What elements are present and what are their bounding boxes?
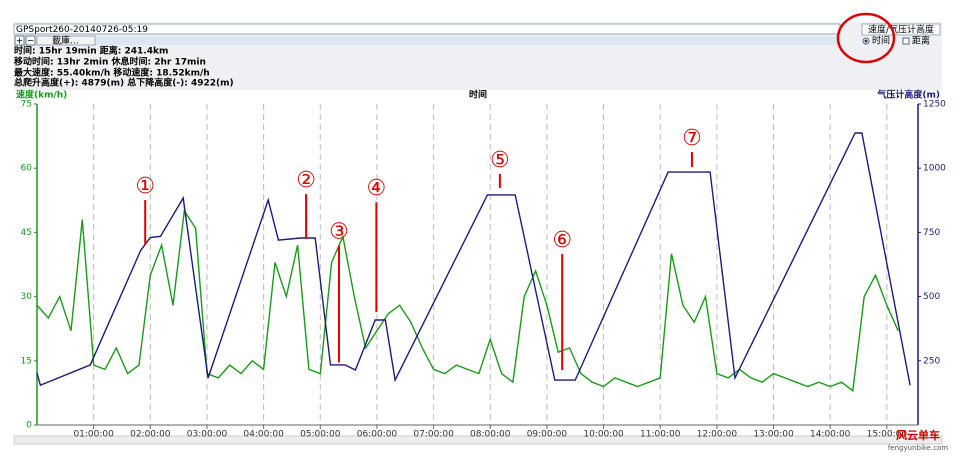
load-button[interactable] — [36, 35, 96, 46]
file-name: GPSport260-20140726-05:19 — [16, 25, 148, 35]
y-tick-label: 15 — [21, 356, 32, 366]
x-tick-label: 08:00:00 — [470, 430, 511, 440]
button-bar — [14, 36, 840, 45]
y-tick-label: 75 — [21, 100, 32, 110]
chart-title: 时间 — [469, 89, 487, 101]
annotation-label: ③ — [329, 219, 349, 244]
annotation-label: ⑦ — [682, 126, 702, 151]
x-tick-label: 03:00:00 — [187, 430, 228, 440]
annotation-label: ④ — [367, 176, 387, 201]
x-tick-label: 12:00:00 — [697, 430, 738, 440]
scrollbar[interactable] — [13, 435, 943, 445]
zoom-in-button[interactable] — [14, 35, 25, 46]
y-tick-label: 30 — [21, 292, 33, 302]
radio-distance[interactable] — [902, 37, 910, 45]
y2-axis-title: 气压计高度(m) — [876, 89, 940, 101]
stat-line: 最大速度: 55.40km/h 移动速度: 18.52km/h — [14, 67, 210, 79]
stat-line: 时间: 15hr 19min 距离: 241.4km — [14, 45, 168, 57]
x-tick-label: 02:00:00 — [130, 430, 171, 440]
x-tick-label: 11:00:00 — [640, 430, 681, 440]
x-tick-label: 13:00:00 — [753, 430, 794, 440]
y-tick-label: 0 — [26, 421, 32, 431]
y2-tick-label: 1250 — [923, 100, 946, 110]
radio-distance-label: 距离 — [912, 35, 930, 47]
y-tick-label: 45 — [21, 228, 32, 238]
x-tick-label: 07:00:00 — [413, 430, 454, 440]
x-tick-label: 04:00:00 — [243, 430, 284, 440]
stat-line: 移动时间: 13hr 2min 休息时间: 2hr 17min — [14, 56, 206, 68]
y-axis-title: 速度(km/h) — [16, 89, 67, 101]
watermark-name: 风云单车 — [896, 428, 940, 442]
view-select[interactable] — [861, 23, 941, 36]
series-line — [36, 132, 911, 387]
y2-tick-label: 750 — [923, 228, 940, 238]
x-tick-label: 10:00:00 — [583, 430, 624, 440]
highlight-circle — [836, 12, 896, 64]
y2-tick-label: 250 — [923, 356, 940, 366]
annotation-label: ⑤ — [490, 148, 510, 173]
annotation-label: ① — [135, 174, 155, 199]
radio-time-dot — [864, 39, 868, 43]
zoom-in-label: + — [16, 37, 24, 47]
y2-tick-label: 1000 — [923, 164, 946, 174]
x-tick-label: 05:00:00 — [300, 430, 341, 440]
y2-tick-label: 500 — [923, 292, 940, 302]
stat-line: 总爬升高度(+): 4879(m) 总下降高度(-): 4922(m) — [14, 77, 234, 89]
x-tick-label: 09:00:00 — [527, 430, 568, 440]
zoom-out-button[interactable] — [25, 35, 36, 46]
zoom-out-label: − — [27, 37, 35, 47]
annotation-label: ② — [296, 168, 316, 193]
view-select-label: 速度/气压计高度 — [868, 24, 934, 36]
radio-time-label: 时间 — [872, 35, 890, 47]
annotation-label: ⑥ — [552, 228, 572, 253]
x-tick-label: 14:00:00 — [810, 430, 851, 440]
watermark-url: fengyunbike.com — [888, 444, 949, 452]
x-tick-label: 01:00:00 — [73, 430, 114, 440]
y-tick-label: 60 — [21, 164, 33, 174]
series-line — [36, 209, 899, 393]
load-label: 載庫... — [52, 35, 79, 47]
chart: 速度(km/h) 时间 气压计高度(m) 01:00:00 02:00:00 03:00:… — [16, 89, 946, 440]
x-tick-label: 06:00:00 — [357, 430, 398, 440]
x-tick-label: 15:00:00 — [867, 430, 908, 440]
